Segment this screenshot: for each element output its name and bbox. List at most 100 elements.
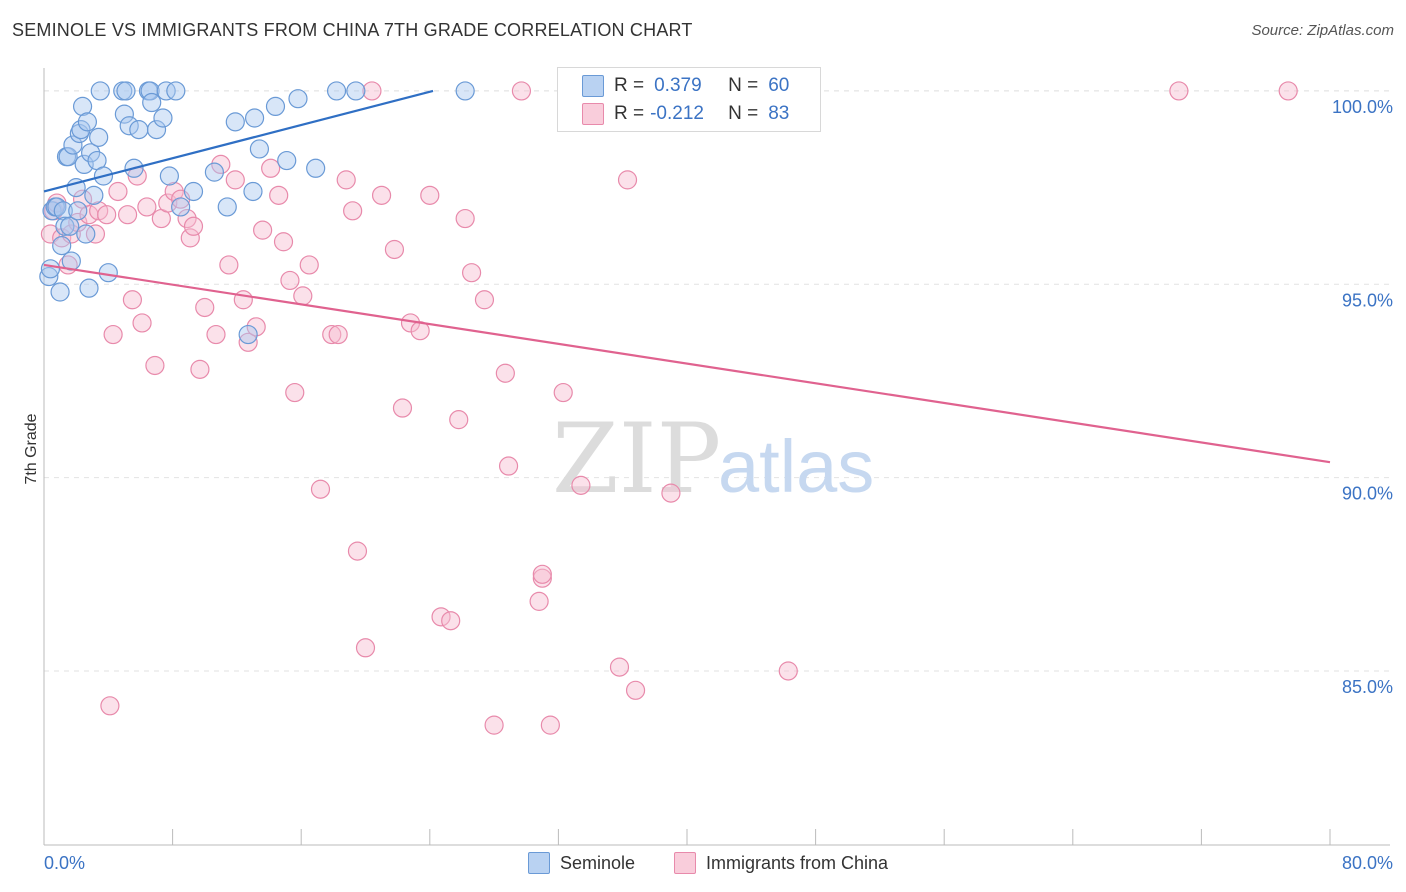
x-tick-label: 80.0% [1342, 853, 1393, 873]
seminole-point [238, 324, 258, 345]
china-point [778, 661, 798, 681]
bottom-legend: Seminole Immigrants from China [0, 852, 1406, 876]
seminole-point [55, 216, 75, 236]
seminole-r-value: 0.379 [654, 75, 702, 96]
china-point [625, 680, 646, 700]
china-point [219, 255, 239, 275]
stats-row-seminole: R = 0.379 N = 60 [582, 72, 790, 100]
seminole-point [249, 139, 270, 159]
y-tick-label: 95.0% [1342, 290, 1393, 310]
seminole-point [146, 120, 167, 140]
seminole-point [166, 81, 186, 101]
seminole-point [225, 112, 245, 132]
china-point [100, 696, 120, 716]
legend-seminole-swatch [528, 852, 550, 874]
china-point [571, 475, 591, 495]
china-point [484, 715, 504, 735]
china-point [322, 324, 342, 345]
seminole-point [156, 81, 176, 101]
china-point [392, 398, 413, 418]
legend-item-seminole: Seminole [528, 852, 635, 874]
seminole-point [52, 236, 72, 256]
china-point [420, 185, 440, 205]
china-point [137, 197, 157, 217]
x-tick-labels: 0.0% 80.0% [44, 853, 1393, 873]
seminole-point [71, 120, 91, 140]
seminole-point [116, 81, 136, 101]
y-tick-label: 90.0% [1342, 484, 1393, 504]
china-point [280, 270, 300, 291]
watermark-atlas: atlas [718, 425, 874, 508]
seminole-point [153, 108, 173, 128]
stats-row-china: R = -0.212 N = 83 [582, 100, 789, 128]
china-point [145, 355, 165, 376]
seminole-point [39, 266, 59, 287]
seminole-point [77, 112, 98, 132]
china-point [474, 290, 495, 310]
china-point [617, 170, 638, 190]
china-point [310, 479, 331, 499]
seminole-point [74, 154, 94, 175]
china-point [532, 564, 552, 584]
seminole-point [265, 96, 286, 117]
china-point [384, 239, 405, 260]
seminole-point [455, 81, 475, 101]
seminole-point [346, 81, 366, 101]
seminole-point [63, 135, 83, 155]
china-point [299, 255, 319, 275]
seminole-r-label: R = [614, 75, 645, 96]
china-point [336, 170, 356, 190]
seminole-point [217, 197, 237, 217]
china-point [461, 263, 482, 283]
china-point [253, 220, 273, 240]
seminole-point [40, 259, 61, 279]
seminole-point [58, 147, 78, 167]
china-point [511, 81, 532, 101]
china-point [449, 410, 469, 430]
legend-item-china: Immigrants from China [674, 852, 888, 874]
seminole-point [244, 108, 265, 128]
seminole-n-label: N = [728, 75, 759, 96]
seminole-point [306, 158, 326, 178]
seminole-point [288, 89, 308, 109]
seminole-point [171, 197, 191, 217]
seminole-point [90, 81, 110, 101]
china-point [529, 591, 549, 611]
seminole-point [79, 278, 99, 298]
china-point [108, 181, 128, 202]
seminole-n-value: 60 [768, 75, 790, 96]
china-point [495, 363, 515, 383]
china-point [609, 657, 630, 677]
watermark: ZIP atlas [552, 403, 874, 515]
china-point [132, 313, 152, 333]
seminole-points [39, 81, 475, 345]
china-point [362, 81, 382, 101]
seminole-point [243, 181, 263, 202]
china-point [183, 216, 204, 236]
seminole-point [60, 216, 80, 236]
chart-title: SEMINOLE VS IMMIGRANTS FROM CHINA 7TH GR… [12, 20, 693, 40]
x-tick-label: 0.0% [44, 853, 85, 873]
china-point [540, 715, 560, 735]
china-point [195, 297, 215, 318]
seminole-point [81, 143, 101, 163]
china-point [180, 228, 200, 248]
china-point [661, 483, 681, 503]
china-r-label: R = [614, 103, 645, 124]
seminole-point [72, 96, 93, 117]
seminole-point [84, 185, 104, 205]
china-point [343, 201, 363, 221]
china-point [269, 185, 289, 205]
china-point [273, 232, 294, 252]
seminole-swatch [582, 75, 604, 97]
china-point [246, 317, 266, 337]
seminole-point [326, 81, 347, 101]
china-point [1169, 81, 1189, 101]
china-point [1278, 81, 1298, 101]
seminole-point [114, 104, 134, 124]
seminole-point [204, 162, 224, 182]
seminole-point [142, 92, 162, 113]
china-point [441, 611, 461, 631]
china-point [190, 359, 210, 379]
